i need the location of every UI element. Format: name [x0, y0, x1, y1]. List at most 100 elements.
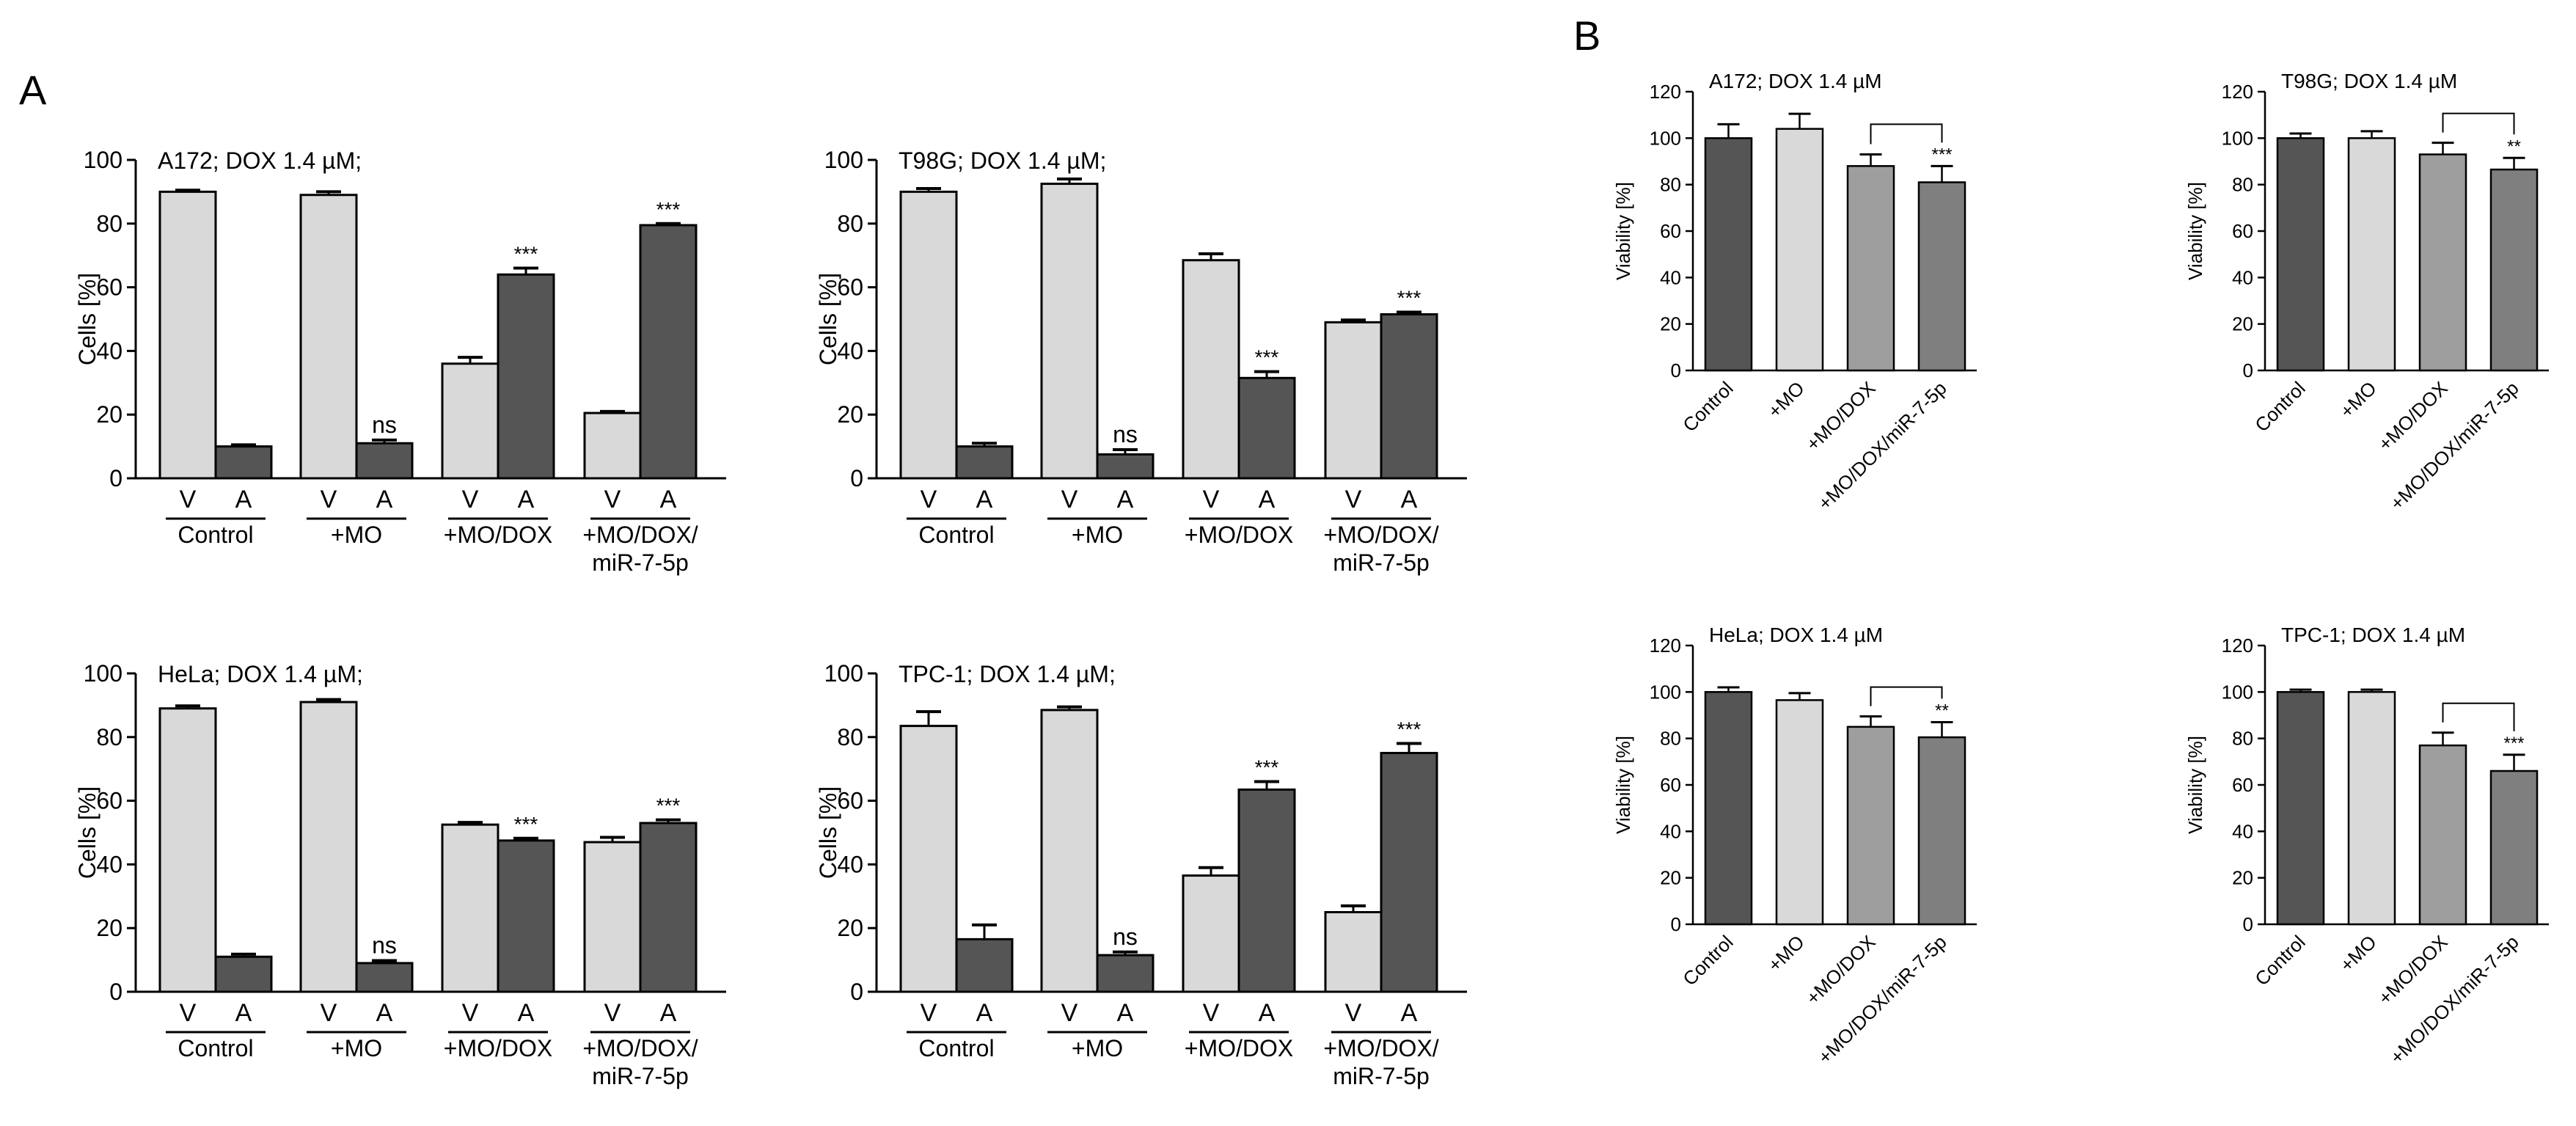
c4-ylabel: Viability [%] — [1612, 182, 1634, 280]
c5-bar-control — [2276, 137, 2325, 372]
c1-bar-mo-dox-mir-7-5p-v — [1324, 321, 1383, 480]
c0-ytick-label-40: 40 — [96, 337, 122, 364]
c2-cat-3-0: V — [604, 999, 621, 1027]
c2-bar-mo-a — [355, 962, 414, 993]
c3-bar-mo-a — [1096, 954, 1155, 993]
c6-ytick-label-60: 60 — [1660, 774, 1681, 796]
c1-group-label-0-0: Control — [918, 522, 994, 548]
c3-cat-1-0: V — [1061, 999, 1078, 1027]
c2-cat-2-1: A — [518, 999, 535, 1027]
c4-ytick-label-40: 40 — [1660, 266, 1681, 288]
c2-cat-3-1: A — [660, 999, 677, 1027]
c2-group-label-2-0: +MO/DOX — [444, 1035, 552, 1061]
c0-group-label-1-0: +MO — [331, 522, 382, 548]
c7-ytick-label-0: 0 — [2243, 913, 2253, 935]
c2-bar-mo-v — [299, 701, 358, 993]
c0-bar-mo-dox-mir-7-5p-v — [583, 412, 642, 480]
c6-ytick-label-100: 100 — [1650, 681, 1681, 703]
c0-ytick-label-100: 100 — [84, 147, 122, 173]
c2-group-label-0-0: Control — [178, 1035, 253, 1061]
c1-cat-0-1: A — [976, 486, 993, 513]
c2-title: HeLa; DOX 1.4 µM; — [158, 661, 363, 687]
c6-xtick-label-1: +MO — [1763, 931, 1809, 976]
c3-cat-1-1: A — [1117, 999, 1134, 1027]
c1-ytick-label-80: 80 — [837, 211, 863, 237]
c5-bar-mo — [2347, 137, 2396, 372]
panel-label-b: B — [1573, 12, 1601, 59]
c3-group-label-0-0: Control — [918, 1035, 994, 1061]
c3-bar-mo-dox-v — [1182, 874, 1240, 993]
c1-sig-3-1: *** — [1397, 286, 1421, 309]
c3-ytick-label-0: 0 — [850, 979, 863, 1005]
c2-group-label-3-1: miR-7-5p — [592, 1063, 689, 1089]
chart-hela-viability: HeLa; DOX 1.4 µM 0 20 40 60 80 100 120 Viability… — [1612, 624, 1977, 1068]
c3-bar-control-v — [899, 725, 958, 993]
c0-cat-1-1: A — [376, 486, 393, 513]
c1-cat-2-1: A — [1259, 486, 1276, 513]
c2-ytick-label-100: 100 — [84, 660, 122, 687]
c6-ytick-label-0: 0 — [1671, 913, 1681, 935]
c6-xtick-label-3: +MO/DOX/miR-7-5p — [1814, 931, 1951, 1068]
c1-ytick-label-20: 20 — [837, 401, 863, 428]
c3-bar-mo-dox-mir-7-5p-v — [1324, 911, 1383, 993]
c0-ytick-label-80: 80 — [96, 211, 122, 237]
c2-cat-1-0: V — [321, 999, 337, 1027]
c0-group-label-3-0: +MO/DOX/ — [582, 522, 698, 548]
c7-ylabel: Viability [%] — [2184, 736, 2206, 834]
c6-sig-bracket — [1870, 686, 1943, 706]
c7-ytick-label-60: 60 — [2232, 774, 2253, 796]
c0-bar-mo-a — [355, 442, 414, 480]
c1-cat-1-0: V — [1061, 486, 1078, 513]
c5-ytick-label-120: 120 — [2222, 81, 2253, 103]
chart-tpc1-viability: TPC-1; DOX 1.4 µM 0 20 40 60 80 100 120 Viabilit… — [2184, 624, 2549, 1068]
c2-cat-1-1: A — [376, 999, 393, 1027]
c7-sig-bracket — [2442, 702, 2515, 731]
c1-bar-mo-v — [1040, 183, 1099, 480]
c5-ytick-label-100: 100 — [2222, 127, 2253, 149]
c7-ytick-label-120: 120 — [2222, 635, 2253, 657]
c4-sig-label: *** — [1931, 145, 1952, 164]
c2-sig-3-1: *** — [656, 794, 681, 817]
c7-bar-mo-dox-mir-7-5p — [2489, 769, 2539, 926]
c0-bar-mo-dox-v — [441, 362, 500, 480]
panel-label-a: A — [19, 67, 47, 113]
c6-ytick-label-80: 80 — [1660, 728, 1681, 750]
c2-bar-control-v — [158, 707, 217, 993]
c0-bar-mo-v — [299, 194, 358, 480]
c1-group-label-3-0: +MO/DOX/ — [1323, 522, 1438, 548]
c6-ytick-label-20: 20 — [1660, 867, 1681, 889]
c4-ytick-label-100: 100 — [1650, 127, 1681, 149]
c7-xtick-label-0: Control — [2250, 931, 2309, 990]
c0-cat-1-0: V — [321, 486, 337, 513]
c6-xtick-label-0: Control — [1678, 931, 1737, 990]
c1-cat-0-0: V — [921, 486, 937, 513]
c2-ylabel: Cells [%] — [74, 786, 100, 879]
c2-sig-2-1: *** — [514, 813, 538, 836]
c5-ytick-label-0: 0 — [2243, 359, 2253, 381]
c4-xtick-label-0: Control — [1678, 377, 1737, 436]
c4-xtick-label-3: +MO/DOX/miR-7-5p — [1814, 377, 1951, 514]
c3-group-label-1-0: +MO — [1072, 1035, 1123, 1061]
c5-ylabel: Viability [%] — [2184, 182, 2206, 280]
c3-cat-2-1: A — [1259, 999, 1276, 1027]
c1-bar-mo-dox-mir-7-5p-a — [1380, 312, 1438, 480]
chart-a172-viability: A172; DOX 1.4 µM 0 20 40 60 80 100 120 Viability… — [1612, 70, 1977, 514]
c1-bar-control-v — [899, 190, 958, 480]
c3-cat-3-1: A — [1401, 999, 1418, 1027]
c4-xtick-label-1: +MO — [1763, 377, 1809, 423]
chart-a172-cells: A172; DOX 1.4 µM; 0 20 40 60 80 100 Cells [%] V A… — [74, 147, 726, 576]
c5-ytick-label-40: 40 — [2232, 266, 2253, 288]
c1-group-label-3-1: miR-7-5p — [1333, 549, 1430, 576]
c0-bar-control-a — [214, 445, 273, 480]
c0-ytick-label-0: 0 — [109, 465, 122, 491]
c6-ytick-label-120: 120 — [1650, 635, 1681, 657]
c1-group-label-1-0: +MO — [1072, 522, 1123, 548]
c4-ytick-label-80: 80 — [1660, 174, 1681, 196]
chart-tpc1-cells: TPC-1; DOX 1.4 µM; 0 20 40 60 80 100 Cells [%] V… — [815, 660, 1467, 1089]
c3-bar-mo-dox-mir-7-5p-a — [1380, 752, 1438, 993]
c0-ylabel: Cells [%] — [74, 273, 100, 365]
c3-bar-control-a — [955, 937, 1014, 993]
c3-ylabel: Cells [%] — [815, 786, 841, 879]
c7-bar-control — [2276, 691, 2325, 926]
c1-ytick-label-100: 100 — [824, 147, 863, 173]
